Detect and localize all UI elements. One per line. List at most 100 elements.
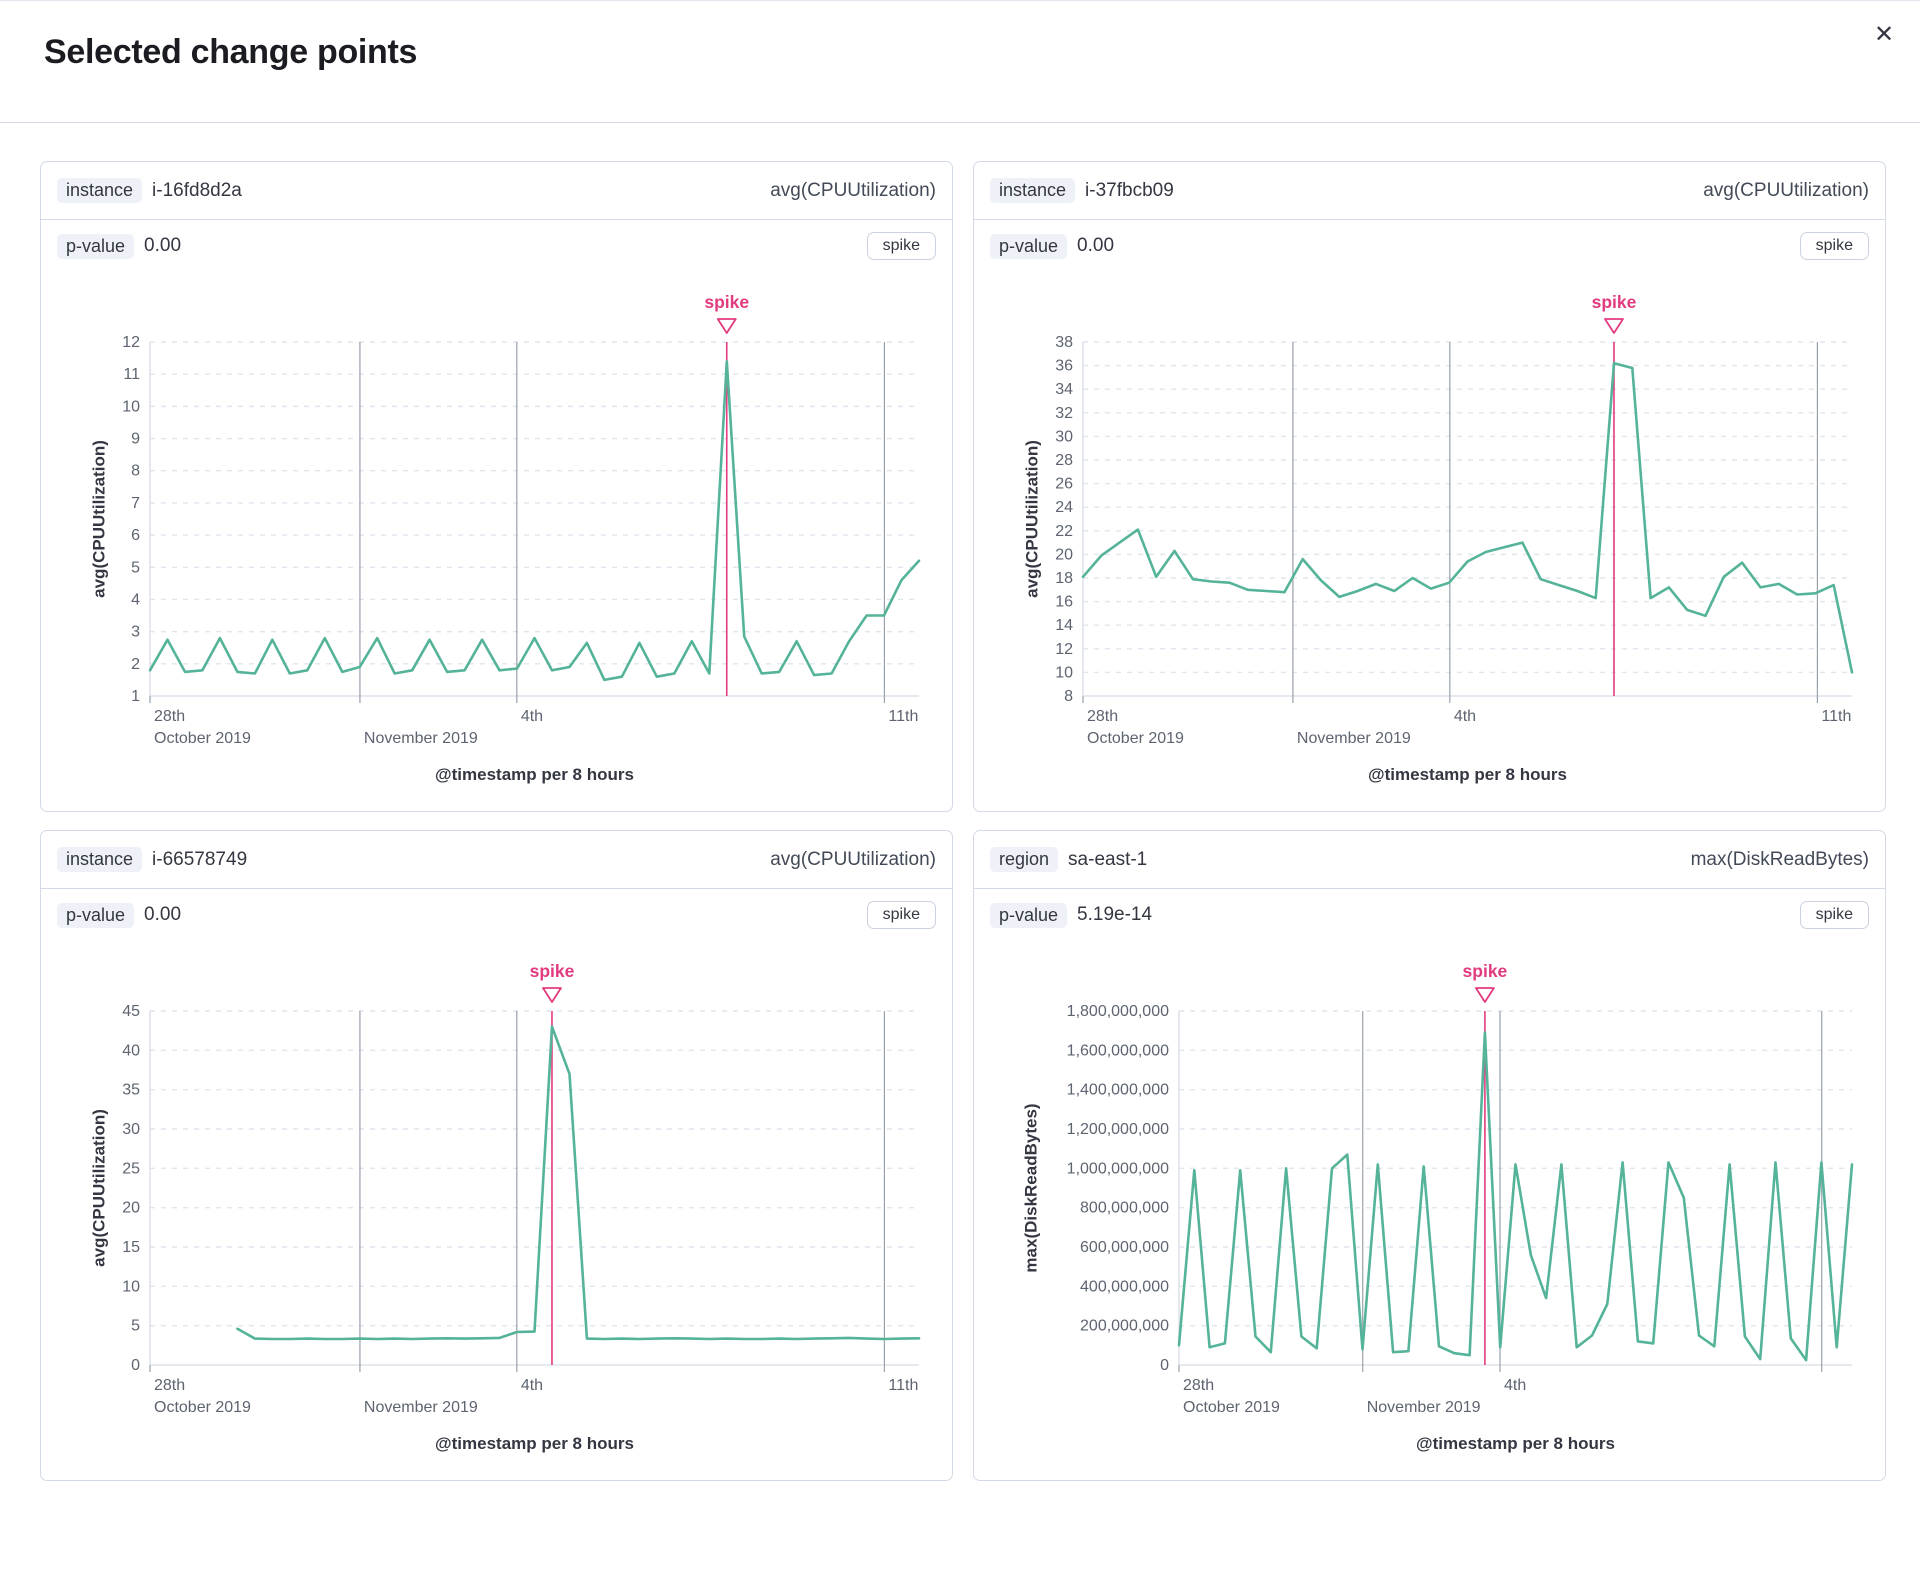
svg-text:10: 10 bbox=[122, 398, 140, 415]
panel-subheader: p-value 0.00 spike bbox=[41, 889, 952, 941]
svg-text:9: 9 bbox=[131, 431, 140, 448]
svg-text:200,000,000: 200,000,000 bbox=[1080, 1318, 1169, 1335]
panel-subheader: p-value 5.19e-14 spike bbox=[974, 889, 1885, 941]
svg-text:28: 28 bbox=[1055, 452, 1073, 469]
svg-text:5: 5 bbox=[131, 559, 140, 576]
p-value: 0.00 bbox=[1077, 235, 1115, 256]
modal-header: Selected change points ✕ bbox=[0, 1, 1920, 123]
group-value: sa-east-1 bbox=[1068, 848, 1148, 870]
metric-label: avg(CPUUtilization) bbox=[770, 179, 936, 201]
group-field-badge: instance bbox=[57, 847, 143, 872]
change-point-type-badge[interactable]: spike bbox=[1799, 901, 1869, 929]
svg-text:@timestamp per 8 hours: @timestamp per 8 hours bbox=[435, 765, 634, 784]
svg-text:10: 10 bbox=[1055, 664, 1073, 681]
change-point-panels-grid: instance i-16fd8d2a avg(CPUUtilization) … bbox=[0, 123, 1920, 1481]
svg-text:35: 35 bbox=[122, 1082, 140, 1099]
svg-text:10: 10 bbox=[122, 1278, 140, 1295]
svg-text:4th: 4th bbox=[1454, 708, 1476, 725]
svg-text:spike: spike bbox=[704, 292, 749, 312]
svg-text:3: 3 bbox=[131, 624, 140, 641]
group-field-badge: instance bbox=[57, 178, 143, 203]
svg-text:11: 11 bbox=[123, 366, 140, 383]
svg-text:spike: spike bbox=[1592, 292, 1637, 312]
change-point-panel: region sa-east-1 max(DiskReadBytes) p-va… bbox=[973, 830, 1886, 1481]
panel-header: instance i-66578749 avg(CPUUtilization) bbox=[41, 831, 952, 889]
svg-text:2: 2 bbox=[131, 656, 140, 673]
modal-title: Selected change points bbox=[44, 33, 418, 71]
svg-text:40: 40 bbox=[122, 1042, 140, 1059]
metric-label: avg(CPUUtilization) bbox=[770, 848, 936, 870]
svg-text:30: 30 bbox=[122, 1121, 140, 1138]
metric-label: max(DiskReadBytes) bbox=[1690, 848, 1869, 870]
svg-text:1: 1 bbox=[131, 688, 140, 705]
svg-text:1,200,000,000: 1,200,000,000 bbox=[1067, 1121, 1169, 1138]
svg-text:26: 26 bbox=[1055, 476, 1073, 493]
svg-text:6: 6 bbox=[131, 527, 140, 544]
panel-header: instance i-37fbcb09 avg(CPUUtilization) bbox=[974, 162, 1885, 220]
svg-text:11th: 11th bbox=[888, 708, 918, 725]
change-point-type-badge[interactable]: spike bbox=[1799, 232, 1869, 260]
panel-header: instance i-16fd8d2a avg(CPUUtilization) bbox=[41, 162, 952, 220]
p-value-badge: p-value bbox=[57, 233, 135, 259]
close-icon[interactable]: ✕ bbox=[1866, 17, 1902, 53]
p-value: 5.19e-14 bbox=[1077, 904, 1153, 925]
svg-text:October 2019: October 2019 bbox=[154, 1399, 251, 1416]
svg-text:11th: 11th bbox=[888, 1377, 918, 1394]
svg-text:15: 15 bbox=[122, 1239, 140, 1256]
svg-text:November 2019: November 2019 bbox=[364, 1399, 478, 1416]
svg-text:November 2019: November 2019 bbox=[364, 730, 478, 747]
group-value: i-37fbcb09 bbox=[1085, 179, 1174, 201]
group-value: i-16fd8d2a bbox=[152, 179, 242, 201]
svg-text:1,600,000,000: 1,600,000,000 bbox=[1067, 1042, 1169, 1059]
svg-text:30: 30 bbox=[1055, 428, 1073, 445]
chart-svg: 0 200,000,000 400,000,000 600,000,000 800,00… bbox=[1022, 961, 1854, 1453]
svg-text:45: 45 bbox=[122, 1003, 140, 1020]
svg-text:avg(CPUUtilization): avg(CPUUtilization) bbox=[89, 1109, 108, 1267]
group-field-badge: region bbox=[990, 847, 1059, 872]
svg-text:36: 36 bbox=[1055, 358, 1073, 375]
svg-text:4th: 4th bbox=[521, 708, 543, 725]
svg-text:avg(CPUUtilization): avg(CPUUtilization) bbox=[89, 440, 108, 598]
svg-text:34: 34 bbox=[1055, 381, 1073, 398]
svg-text:avg(CPUUtilization): avg(CPUUtilization) bbox=[1022, 440, 1041, 598]
svg-text:800,000,000: 800,000,000 bbox=[1080, 1200, 1169, 1217]
panel-header: region sa-east-1 max(DiskReadBytes) bbox=[974, 831, 1885, 889]
svg-text:4: 4 bbox=[131, 591, 140, 608]
chart-svg: 0 5 10 15 20 25 30 35 40 45 28th 4th 11th October 201… bbox=[89, 961, 921, 1453]
svg-text:600,000,000: 600,000,000 bbox=[1080, 1239, 1169, 1256]
chart-svg: 8 10 12 14 16 18 20 22 24 26 28 30 32 34 36 38 28th 4th 11… bbox=[1022, 292, 1854, 784]
svg-text:1,000,000,000: 1,000,000,000 bbox=[1067, 1160, 1169, 1177]
change-point-chart: 1 2 3 4 5 6 7 8 9 10 11 12 28th 4th 11th October 2019 No… bbox=[41, 272, 952, 812]
svg-text:11th: 11th bbox=[1821, 708, 1851, 725]
svg-text:32: 32 bbox=[1055, 405, 1073, 422]
change-point-type-badge[interactable]: spike bbox=[866, 901, 936, 929]
panel-subheader: p-value 0.00 spike bbox=[974, 220, 1885, 272]
group-value: i-66578749 bbox=[152, 848, 248, 870]
change-point-panel: instance i-16fd8d2a avg(CPUUtilization) … bbox=[40, 161, 953, 812]
metric-label: avg(CPUUtilization) bbox=[1703, 179, 1869, 201]
svg-text:8: 8 bbox=[1064, 688, 1073, 705]
p-value: 0.00 bbox=[144, 904, 182, 925]
p-value-badge: p-value bbox=[990, 233, 1068, 259]
change-point-type-badge[interactable]: spike bbox=[866, 232, 936, 260]
change-point-chart: 8 10 12 14 16 18 20 22 24 26 28 30 32 34 36 38 28th 4th 11… bbox=[974, 272, 1885, 812]
svg-text:18: 18 bbox=[1055, 570, 1073, 587]
svg-text:October 2019: October 2019 bbox=[1087, 730, 1184, 747]
p-value-badge: p-value bbox=[57, 902, 135, 928]
change-point-chart: 0 200,000,000 400,000,000 600,000,000 800,00… bbox=[974, 941, 1885, 1481]
svg-text:@timestamp per 8 hours: @timestamp per 8 hours bbox=[435, 1434, 634, 1453]
svg-text:@timestamp per 8 hours: @timestamp per 8 hours bbox=[1368, 765, 1567, 784]
svg-text:20: 20 bbox=[1055, 546, 1073, 563]
svg-text:November 2019: November 2019 bbox=[1367, 1399, 1481, 1416]
svg-text:25: 25 bbox=[122, 1160, 140, 1177]
svg-text:November 2019: November 2019 bbox=[1297, 730, 1411, 747]
change-point-chart: 0 5 10 15 20 25 30 35 40 45 28th 4th 11th October 201… bbox=[41, 941, 952, 1481]
svg-text:14: 14 bbox=[1055, 617, 1073, 634]
svg-text:12: 12 bbox=[1055, 641, 1073, 658]
svg-text:4th: 4th bbox=[1504, 1377, 1526, 1394]
svg-text:12: 12 bbox=[122, 334, 140, 351]
panel-subheader: p-value 0.00 spike bbox=[41, 220, 952, 272]
svg-text:1,400,000,000: 1,400,000,000 bbox=[1067, 1082, 1169, 1099]
svg-text:28th: 28th bbox=[1087, 708, 1118, 725]
